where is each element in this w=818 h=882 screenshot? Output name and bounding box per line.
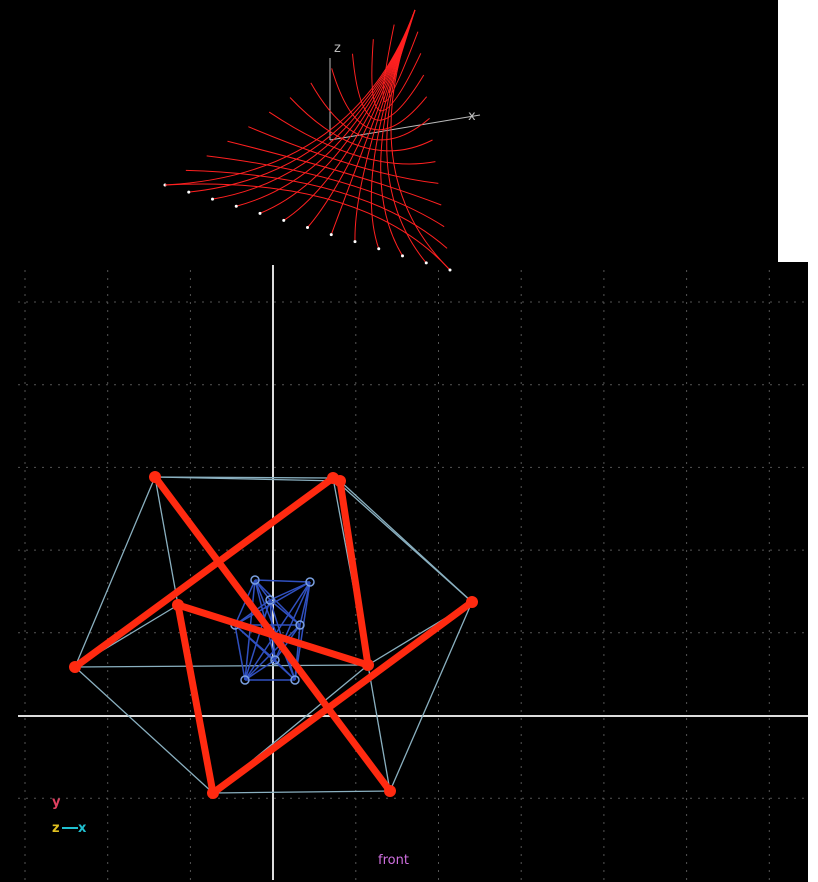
strut-end [149, 471, 161, 483]
inner-cable [269, 599, 301, 626]
axis-x-label: x [78, 821, 87, 836]
strut-end [362, 659, 374, 671]
cable [74, 476, 156, 668]
cable [389, 601, 473, 792]
mesh-node [211, 197, 214, 201]
cable [154, 476, 341, 482]
mesh-line [164, 9, 416, 186]
mesh-node [306, 226, 309, 229]
front-viewport [0, 262, 808, 882]
mesh-line [206, 155, 445, 228]
axis-z-label: z [52, 821, 60, 836]
cable [367, 664, 391, 792]
mesh-node [401, 254, 404, 258]
mesh-line [289, 97, 433, 152]
inner-node [295, 620, 305, 630]
axis-y-label: y [52, 795, 61, 810]
mesh [163, 9, 452, 272]
mesh-line [248, 126, 439, 184]
inner-node [250, 575, 260, 585]
strut [71, 474, 337, 671]
view-label: front [378, 853, 409, 868]
inner-cable [254, 579, 311, 583]
inner-cable [234, 624, 276, 661]
inner-cable [244, 659, 276, 681]
inner-cable [244, 599, 271, 681]
strut-end [69, 661, 81, 673]
inner-node [240, 675, 250, 685]
mesh-node [258, 211, 262, 215]
x-axis [329, 114, 481, 141]
mesh-line [388, 9, 416, 93]
mesh-line [310, 82, 430, 141]
strut [336, 477, 372, 669]
mesh-node [448, 268, 452, 272]
mesh-line [212, 9, 416, 200]
inner-node [305, 577, 315, 587]
inner-node [270, 655, 280, 665]
mesh-line [390, 9, 451, 271]
strut [174, 601, 372, 669]
inner-cable [269, 581, 311, 601]
mesh-line [268, 111, 436, 165]
inner-node [290, 675, 300, 685]
inner-cable [244, 581, 311, 681]
mesh-line [352, 53, 425, 121]
mesh-line [227, 140, 442, 206]
mesh-line [185, 169, 448, 249]
perspective-viewport [0, 0, 778, 262]
struts [69, 471, 478, 799]
strut-end [384, 785, 396, 797]
strut [174, 601, 217, 797]
mesh-node [329, 233, 333, 237]
mesh-node [377, 247, 381, 251]
strut-end [466, 596, 478, 608]
strut-end [334, 475, 346, 487]
mesh-line [164, 183, 451, 271]
strut [209, 598, 476, 797]
cable [212, 790, 391, 794]
strut-end [207, 787, 219, 799]
inner-cable [254, 579, 296, 681]
cable [154, 476, 179, 606]
x-axis-label: x [468, 109, 476, 124]
z-axis-label: z [334, 41, 341, 56]
mesh-node [187, 190, 191, 194]
inner-cable [234, 624, 246, 681]
strut-end [172, 599, 184, 611]
mesh-node [424, 261, 428, 265]
cable [74, 664, 369, 668]
cable [74, 666, 214, 794]
mesh-node [353, 240, 357, 244]
mesh-node [234, 204, 238, 208]
inner-node [265, 595, 275, 605]
mesh-node [282, 218, 286, 222]
cable [332, 477, 473, 603]
mesh-line [382, 24, 419, 102]
inner-cable [244, 624, 301, 681]
inner-cable [254, 579, 301, 626]
